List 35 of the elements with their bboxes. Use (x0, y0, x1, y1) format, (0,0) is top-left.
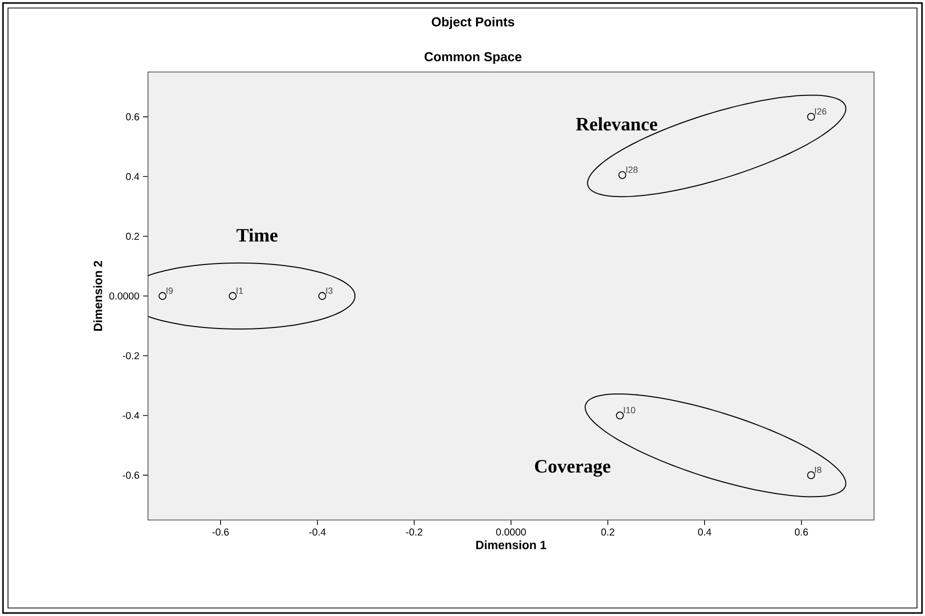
x-tick-label: -0.4 (309, 528, 326, 536)
y-axis-title: Dimension 2 (93, 260, 102, 331)
point (228, 292, 237, 300)
x-axis-title: Dimension 1 (476, 540, 546, 550)
point (807, 112, 816, 121)
y-tick-label: 0.6 (126, 113, 140, 120)
annotation: I1 (236, 288, 243, 294)
y-tick-label: 0.0000 (109, 292, 140, 300)
annotation: I10 (624, 406, 636, 414)
point (618, 171, 626, 179)
x-tick-label: 0.2 (601, 528, 614, 536)
x-tick-label: -0.6 (212, 528, 229, 536)
annotation: I3 (326, 287, 333, 294)
y-tick-label: -0.2 (122, 352, 139, 360)
point (616, 412, 624, 420)
point (318, 292, 326, 300)
text: Coverage (535, 460, 610, 477)
chart-subtitle: Common Space (424, 52, 522, 64)
annotation: I9 (166, 287, 173, 294)
y-tick-label: 0.4 (126, 173, 140, 180)
point (158, 292, 166, 300)
point (807, 471, 816, 480)
annotation: I8 (815, 466, 822, 474)
y-tick-label: -0.4 (122, 412, 140, 419)
x-tick-label: 0.6 (794, 528, 808, 536)
x-tick-label: -0.2 (406, 528, 422, 536)
annotation: I28 (626, 166, 638, 173)
y-tick-label: -0.6 (122, 472, 140, 479)
y-tick-label: 0.2 (126, 232, 139, 240)
annotation: I26 (815, 108, 826, 115)
chart-title: Object Points (432, 16, 514, 30)
x-tick-label: 0.4 (698, 528, 712, 536)
x-tick-label: 0.0000 (496, 528, 526, 536)
text: Time (236, 228, 278, 242)
text: Relevance (576, 117, 658, 131)
